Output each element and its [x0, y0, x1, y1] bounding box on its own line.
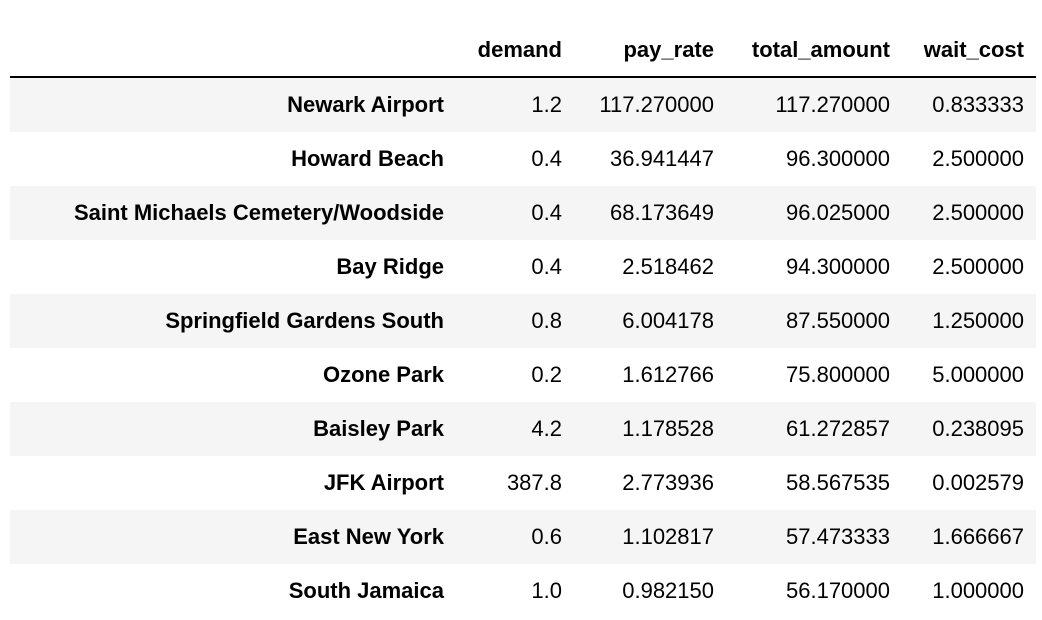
cell-pay-rate: 1.178528 [622, 416, 714, 441]
cell-demand: 1.2 [531, 92, 562, 117]
table-row: Saint Michaels Cemetery/Woodside 0.4 68.… [10, 186, 1036, 240]
cell-total-amount: 61.272857 [786, 416, 890, 441]
cell-wait-cost: 2.500000 [932, 146, 1024, 171]
table-row: South Jamaica 1.0 0.982150 56.170000 1.0… [10, 564, 1036, 618]
cell-pay-rate: 2.518462 [622, 254, 714, 279]
row-label: South Jamaica [288, 578, 444, 603]
header-row: demand pay_rate total_amount wait_cost [10, 24, 1036, 78]
row-label: Saint Michaels Cemetery/Woodside [73, 200, 444, 225]
cell-wait-cost: 0.002579 [932, 470, 1024, 495]
table-row: Bay Ridge 0.4 2.518462 94.300000 2.50000… [10, 240, 1036, 294]
row-label: East New York [293, 524, 444, 549]
dataframe-container: demand pay_rate total_amount wait_cost N… [10, 24, 1036, 618]
cell-wait-cost: 1.250000 [932, 308, 1024, 333]
cell-pay-rate: 68.173649 [610, 200, 714, 225]
cell-pay-rate: 36.941447 [610, 146, 714, 171]
table-row: Ozone Park 0.2 1.612766 75.800000 5.0000… [10, 348, 1036, 402]
cell-pay-rate: 1.102817 [622, 524, 714, 549]
cell-wait-cost: 0.833333 [932, 92, 1024, 117]
header-total-amount: total_amount [726, 24, 902, 78]
cell-demand: 0.8 [531, 308, 562, 333]
table-body: Newark Airport 1.2 117.270000 117.270000… [10, 77, 1036, 618]
cell-pay-rate: 117.270000 [599, 92, 714, 117]
header-pay-rate: pay_rate [574, 24, 726, 78]
header-wait-cost: wait_cost [902, 24, 1036, 78]
table-row: Baisley Park 4.2 1.178528 61.272857 0.23… [10, 402, 1036, 456]
cell-demand: 1.0 [531, 578, 562, 603]
cell-demand: 0.2 [531, 362, 562, 387]
table-header: demand pay_rate total_amount wait_cost [10, 24, 1036, 78]
cell-total-amount: 75.800000 [786, 362, 890, 387]
table-row: Howard Beach 0.4 36.941447 96.300000 2.5… [10, 132, 1036, 186]
cell-pay-rate: 2.773936 [622, 470, 714, 495]
row-label: Bay Ridge [336, 254, 444, 279]
row-label: JFK Airport [323, 470, 444, 495]
cell-demand: 0.4 [531, 200, 562, 225]
dataframe-table: demand pay_rate total_amount wait_cost N… [10, 24, 1036, 618]
table-row: East New York 0.6 1.102817 57.473333 1.6… [10, 510, 1036, 564]
cell-demand: 0.6 [531, 524, 562, 549]
cell-demand: 387.8 [506, 470, 562, 495]
cell-demand: 0.4 [531, 146, 562, 171]
row-label: Howard Beach [291, 146, 444, 171]
cell-pay-rate: 6.004178 [622, 308, 714, 333]
cell-wait-cost: 0.238095 [932, 416, 1024, 441]
cell-total-amount: 58.567535 [786, 470, 890, 495]
header-index [10, 24, 456, 78]
table-row: JFK Airport 387.8 2.773936 58.567535 0.0… [10, 456, 1036, 510]
cell-pay-rate: 0.982150 [622, 578, 714, 603]
cell-wait-cost: 2.500000 [932, 254, 1024, 279]
cell-demand: 4.2 [531, 416, 562, 441]
cell-total-amount: 94.300000 [786, 254, 890, 279]
cell-total-amount: 57.473333 [786, 524, 890, 549]
cell-total-amount: 96.025000 [786, 200, 890, 225]
header-demand: demand [456, 24, 574, 78]
row-label: Springfield Gardens South [165, 308, 444, 333]
row-label: Newark Airport [287, 92, 444, 117]
row-label: Baisley Park [313, 416, 444, 441]
cell-wait-cost: 1.666667 [932, 524, 1024, 549]
cell-wait-cost: 1.000000 [932, 578, 1024, 603]
cell-pay-rate: 1.612766 [622, 362, 714, 387]
table-row: Newark Airport 1.2 117.270000 117.270000… [10, 77, 1036, 132]
row-label: Ozone Park [322, 362, 444, 387]
cell-demand: 0.4 [531, 254, 562, 279]
cell-total-amount: 117.270000 [775, 92, 890, 117]
table-row: Springfield Gardens South 0.8 6.004178 8… [10, 294, 1036, 348]
cell-wait-cost: 5.000000 [932, 362, 1024, 387]
cell-total-amount: 87.550000 [786, 308, 890, 333]
cell-total-amount: 56.170000 [786, 578, 890, 603]
cell-wait-cost: 2.500000 [932, 200, 1024, 225]
cell-total-amount: 96.300000 [786, 146, 890, 171]
